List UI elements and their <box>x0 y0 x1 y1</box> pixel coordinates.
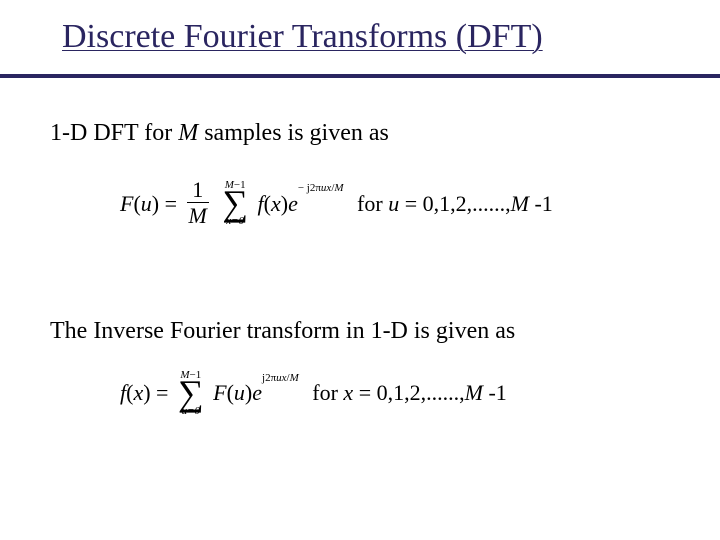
paren-open: ( <box>227 380 234 405</box>
range-var: x <box>343 380 353 405</box>
dft-formula: F(u) = 1 M M−1 ∑ x=0 f(x)e− j2πux/M for … <box>120 178 553 230</box>
idft-formula: f(x) = M−1 ∑ u=0 F(u)ej2πux/M for x = 0,… <box>120 370 507 417</box>
sym-e: e <box>252 380 262 405</box>
exp-j2pi: − j2π <box>298 182 321 194</box>
var-u: u <box>141 191 152 216</box>
equals: = <box>151 380 169 405</box>
summation: M−1 ∑ x=0 <box>222 180 248 227</box>
text-segment: samples is given as <box>198 120 389 146</box>
range-M: M <box>465 380 483 405</box>
range-minus1: -1 <box>529 191 553 216</box>
for-text: for <box>357 191 388 216</box>
paren-close: ) <box>152 191 159 216</box>
exp-ux: ux <box>276 372 286 384</box>
frac-den: M <box>187 203 209 229</box>
exp-M: M <box>334 182 343 194</box>
intro-line-1: 1-D DFT for M samples is given as <box>50 120 670 147</box>
range-text: for x = 0,1,2,......,M -1 <box>312 380 507 406</box>
range-vals: 0,1,2,......, <box>423 191 511 216</box>
summation: M−1 ∑ u=0 <box>178 370 204 417</box>
var-u: u <box>234 380 245 405</box>
range-eq: = <box>353 380 376 405</box>
var-x: x <box>133 380 143 405</box>
range-minus1: -1 <box>483 380 507 405</box>
var-x: x <box>271 191 281 216</box>
range-eq: = <box>399 191 422 216</box>
var-M: M <box>178 120 198 146</box>
exp-j2pi: j2π <box>262 372 276 384</box>
range-text: for u = 0,1,2,......,M -1 <box>357 191 553 217</box>
sigma-symbol: ∑ <box>222 189 248 218</box>
exp-ux: ux <box>321 182 331 194</box>
intro-line-2: The Inverse Fourier transform in 1-D is … <box>50 318 670 345</box>
sym-F: F <box>120 191 133 216</box>
equals: = <box>159 191 177 216</box>
range-M: M <box>511 191 529 216</box>
sigma-symbol: ∑ <box>178 379 204 408</box>
fraction: 1 M <box>187 178 209 230</box>
slide-title: Discrete Fourier Transforms (DFT) <box>62 18 690 56</box>
sum-lower: u=0 <box>178 406 204 417</box>
exponent: j2πux/M <box>262 372 299 384</box>
slide: Discrete Fourier Transforms (DFT) 1-D DF… <box>0 0 720 540</box>
text-segment: 1-D DFT for <box>50 120 178 146</box>
sym-e: e <box>288 191 298 216</box>
paren-open: ( <box>133 191 140 216</box>
for-text: for <box>312 380 343 405</box>
exp-M: M <box>290 372 299 384</box>
paren-close: ) <box>143 380 150 405</box>
range-vals: 0,1,2,......, <box>377 380 465 405</box>
exponent: − j2πux/M <box>298 182 344 194</box>
title-rule <box>0 74 720 78</box>
range-var: u <box>388 191 399 216</box>
sym-F: F <box>213 380 226 405</box>
paren-close: ) <box>281 191 288 216</box>
frac-num: 1 <box>187 178 209 203</box>
paren-open: ( <box>264 191 271 216</box>
